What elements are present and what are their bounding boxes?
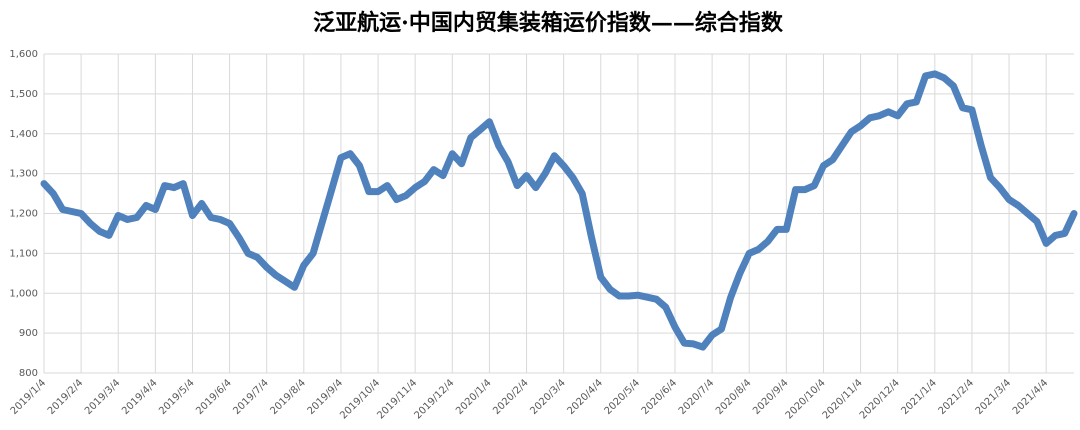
chart-title: 泛亚航运·中国内贸集装箱运价指数——综合指数 — [313, 10, 784, 36]
x-tick-label: 2019/6/4 — [194, 377, 234, 417]
x-tick-label: 2019/7/4 — [231, 377, 271, 417]
x-tick-label: 2020/4/4 — [565, 377, 605, 417]
x-tick-label: 2020/1/4 — [454, 377, 494, 417]
y-tick-label: 1,000 — [9, 288, 38, 299]
x-tick-label: 2019/5/4 — [157, 377, 197, 417]
line-series — [40, 70, 1078, 351]
x-tick-label: 2020/3/4 — [528, 377, 568, 417]
x-tick-label: 2020/2/4 — [491, 377, 531, 417]
x-tick-label: 2019/4/4 — [120, 377, 160, 417]
x-tick-label: 2020/7/4 — [677, 377, 717, 417]
x-tick-label: 2019/9/4 — [306, 377, 346, 417]
y-tick-label: 900 — [19, 328, 38, 339]
x-tick-label: 2020/5/4 — [603, 377, 643, 417]
x-tick-label: 2021/4/4 — [1011, 377, 1051, 417]
x-tick-label: 2021/1/4 — [900, 377, 940, 417]
x-tick-label: 2019/3/4 — [83, 377, 123, 417]
x-tick-label: 2021/3/4 — [974, 377, 1014, 417]
x-tick-label: 2019/1/4 — [9, 377, 49, 417]
y-tick-label: 1,100 — [9, 248, 38, 259]
x-tick-label: 2019/12/4 — [412, 377, 456, 421]
x-tick-label: 2020/6/4 — [640, 377, 680, 417]
y-tick-label: 1,200 — [9, 209, 38, 220]
x-tick-label: 2020/12/4 — [858, 377, 902, 421]
y-tick-label: 1,400 — [9, 129, 38, 140]
y-tick-label: 1,500 — [9, 89, 38, 100]
x-tick-label: 2020/9/4 — [751, 377, 791, 417]
y-tick-label: 1,600 — [9, 49, 38, 60]
y-tick-label: 1,300 — [9, 169, 38, 180]
x-tick-label: 2019/8/4 — [269, 377, 309, 417]
y-tick-label: 800 — [19, 368, 38, 379]
x-tick-label: 2019/2/4 — [46, 377, 86, 417]
x-tick-label: 2020/8/4 — [714, 377, 754, 417]
x-tick-label: 2021/2/4 — [937, 377, 977, 417]
